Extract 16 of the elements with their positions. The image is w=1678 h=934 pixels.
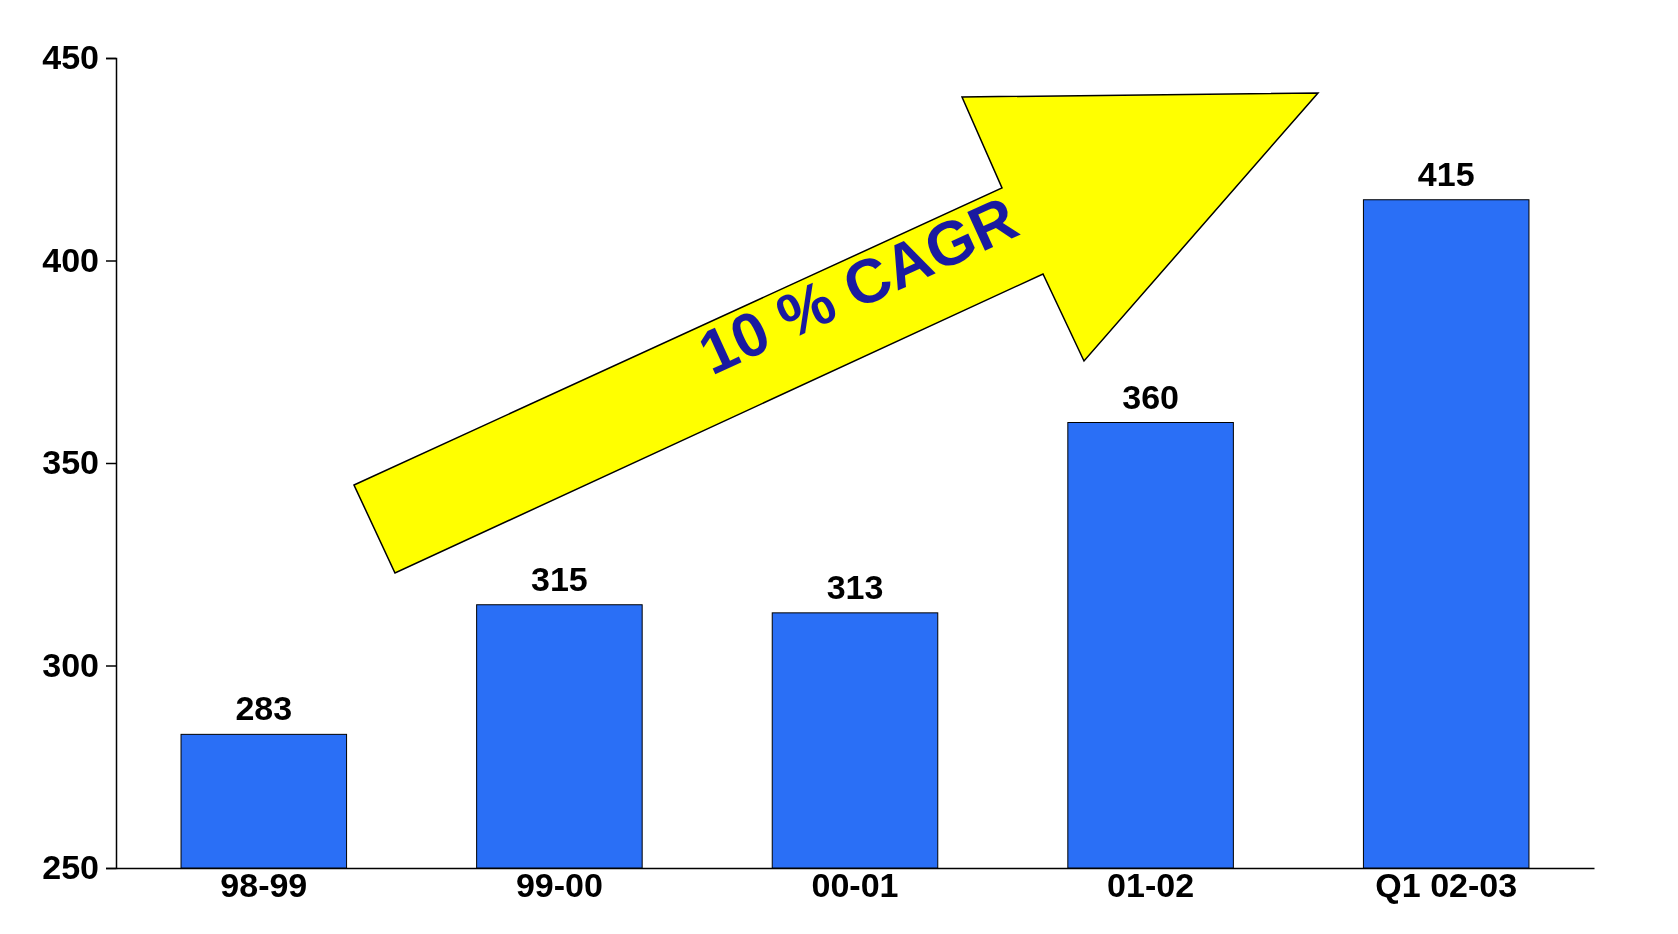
data-label: 360 xyxy=(1122,377,1179,416)
x-tick-label: 99-00 xyxy=(515,866,603,904)
y-tick-label: 400 xyxy=(42,240,99,279)
data-label: 283 xyxy=(235,689,293,728)
data-label: 313 xyxy=(826,567,884,606)
data-label: 315 xyxy=(531,559,588,598)
y-tick-label: 300 xyxy=(42,645,99,684)
data-label: 415 xyxy=(1417,154,1475,193)
x-tick-label: 00-01 xyxy=(811,866,899,904)
y-tick-label: 250 xyxy=(42,848,99,887)
x-tick-label: Q1 02-03 xyxy=(1375,866,1518,904)
y-tick-label: 450 xyxy=(42,38,99,77)
annotation: 10 % CAGR xyxy=(688,182,1028,388)
x-tick-label: 01-02 xyxy=(1107,866,1195,904)
y-tick-label: 350 xyxy=(42,443,99,482)
x-tick-label: 98-99 xyxy=(220,866,308,904)
